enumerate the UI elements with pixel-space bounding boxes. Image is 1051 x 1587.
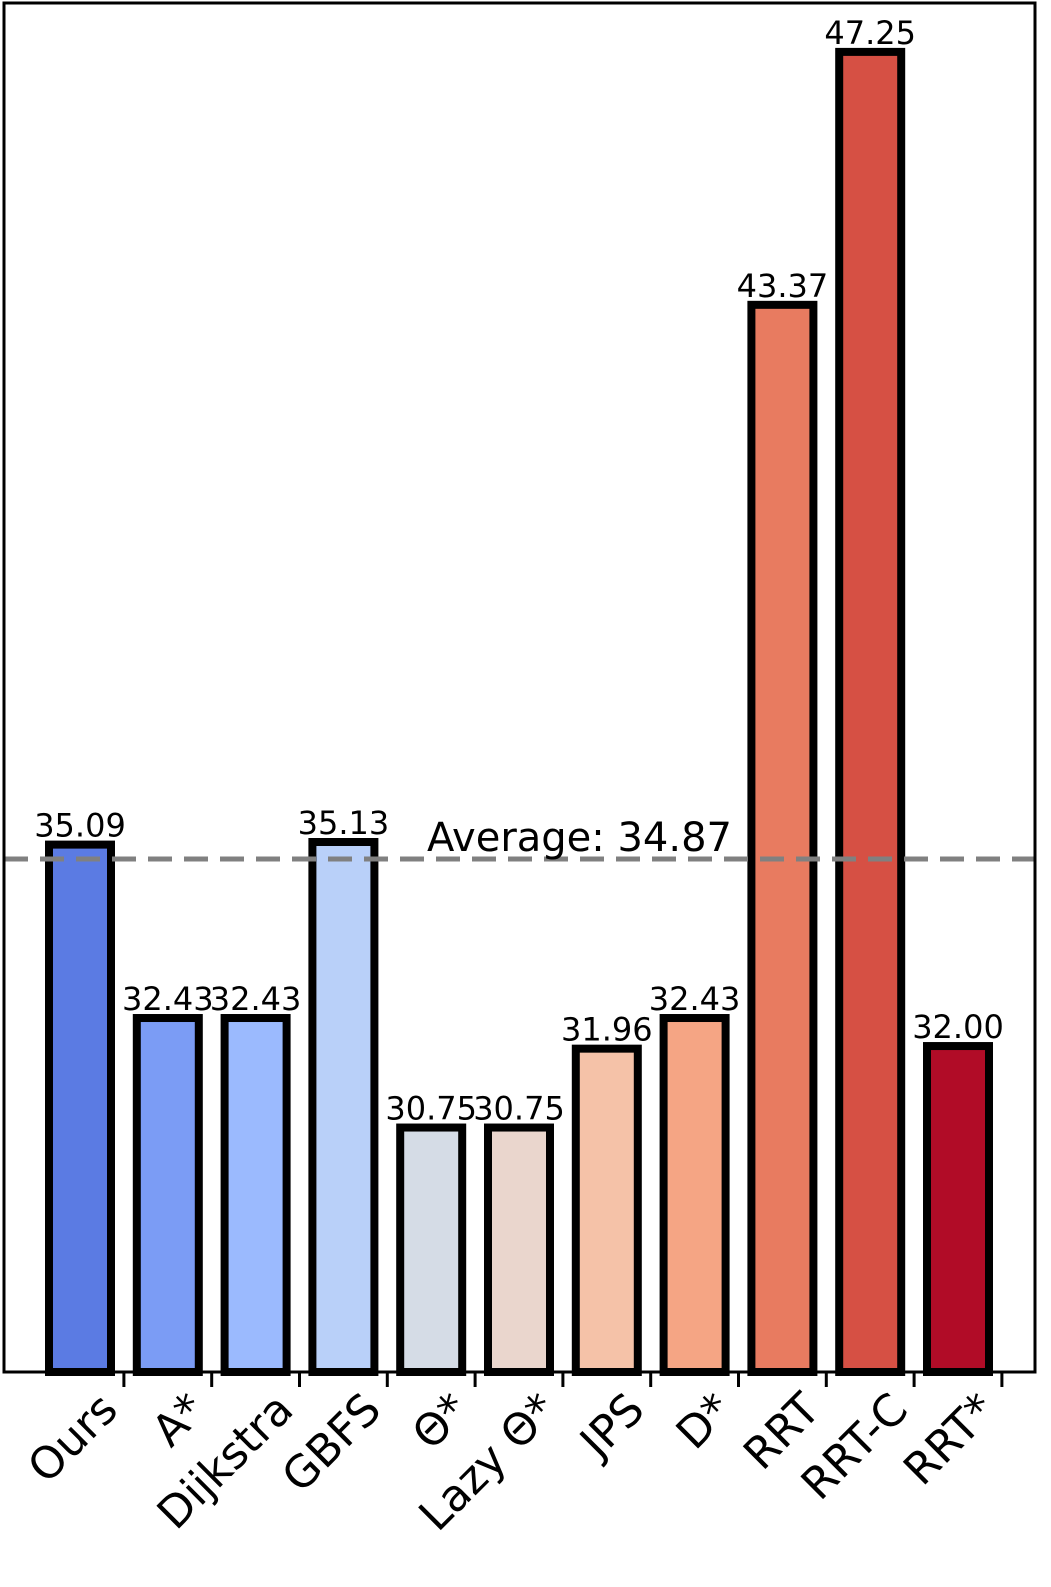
value-label-2: 32.43 (210, 980, 302, 1018)
bar-5 (484, 1123, 554, 1377)
x-ticks-group (122, 1372, 1004, 1387)
value-label-10: 32.00 (912, 1008, 1004, 1046)
value-label-6: 31.96 (561, 1011, 653, 1049)
value-label-9: 47.25 (824, 14, 916, 52)
bar-9 (835, 47, 906, 1377)
x-tick-label-0: Ours (18, 1384, 127, 1493)
value-labels-group: 35.0932.4332.4335.1330.7530.7531.9632.43… (34, 14, 1004, 1128)
value-label-4: 30.75 (385, 1090, 477, 1128)
x-tick-label-7: D* (667, 1384, 743, 1460)
x-tick-label-6: JPS (569, 1384, 655, 1470)
bar-10 (923, 1042, 993, 1376)
value-label-1: 32.43 (122, 980, 214, 1018)
bar-0 (45, 840, 115, 1376)
value-label-7: 32.43 (649, 980, 741, 1018)
average-label: Average: 34.87 (427, 815, 732, 861)
value-label-5: 30.75 (473, 1090, 565, 1128)
plot-frame (2, 1, 1037, 1374)
value-label-0: 35.09 (34, 807, 126, 845)
bars-group (45, 47, 993, 1377)
x-tick-label-3: GBFS (272, 1384, 391, 1503)
value-label-8: 43.37 (737, 267, 829, 305)
bar-8 (747, 300, 818, 1376)
value-label-3: 35.13 (298, 804, 390, 842)
x-tick-label-10: RRT* (894, 1384, 1006, 1496)
bar-4 (396, 1123, 467, 1377)
bar-2 (220, 1014, 291, 1376)
bar-6 (571, 1044, 642, 1377)
bar-3 (308, 838, 379, 1376)
bar-7 (659, 1014, 730, 1376)
bar-1 (132, 1014, 203, 1376)
